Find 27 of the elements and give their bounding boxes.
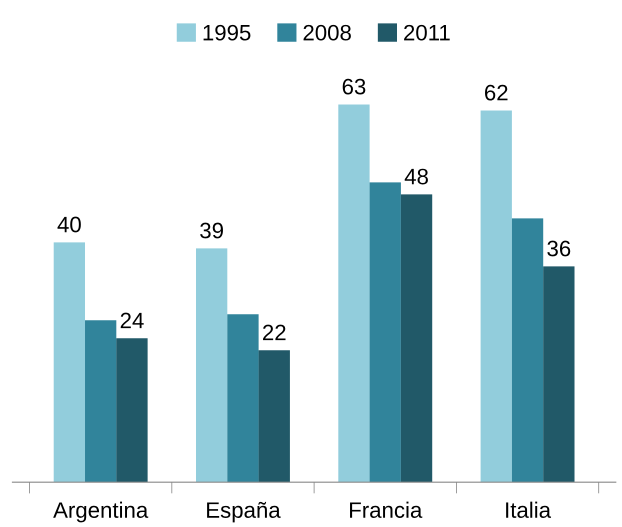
bar — [85, 320, 116, 482]
data-label: 62 — [485, 84, 508, 100]
x-tick-label: Francia — [350, 502, 422, 518]
data-label: 63 — [342, 78, 366, 94]
bar — [512, 218, 544, 482]
legend-label: 1995 — [204, 24, 250, 41]
data-label: 39 — [200, 222, 223, 238]
bar — [54, 242, 86, 482]
bar — [338, 104, 370, 482]
bar — [480, 110, 512, 482]
x-tick-label: Italia — [506, 502, 552, 518]
bar — [400, 194, 432, 482]
bar — [543, 266, 575, 482]
data-label: 36 — [547, 240, 570, 256]
bar — [227, 314, 259, 482]
data-label: 40 — [58, 216, 81, 232]
data-label: 24 — [120, 312, 144, 328]
bar — [196, 248, 228, 482]
x-tick-label: España — [207, 502, 281, 522]
legend-label: 2011 — [404, 24, 450, 41]
x-tick-label: Argentina — [53, 502, 148, 522]
bar — [258, 350, 290, 482]
legend-label: 2008 — [304, 24, 351, 41]
data-label: 22 — [263, 324, 286, 340]
bar — [116, 338, 148, 482]
data-label: 48 — [404, 168, 428, 184]
bar — [370, 182, 401, 482]
